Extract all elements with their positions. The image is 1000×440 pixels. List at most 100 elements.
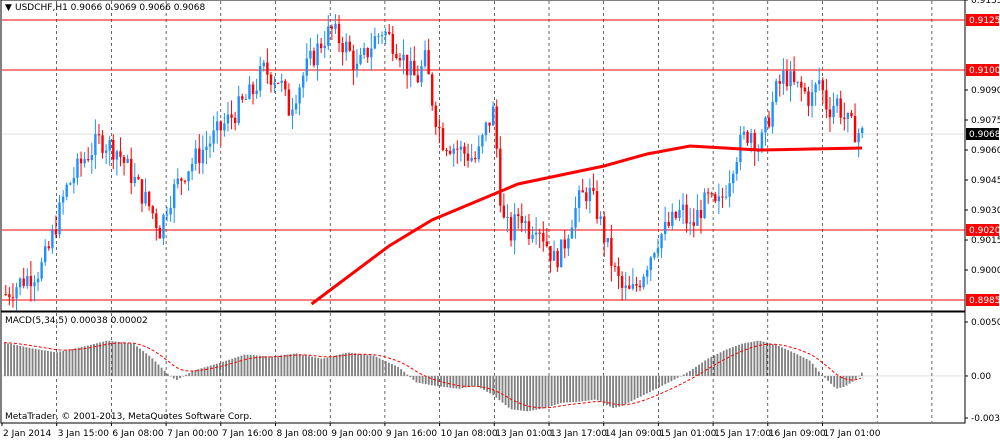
time-tick-label: 7 Jan 00:00: [167, 429, 219, 439]
candle-body: [180, 178, 183, 181]
macd-bar: [661, 375, 664, 386]
candle-body: [305, 58, 308, 76]
level-price-tag-label: 0.9100: [969, 66, 1000, 76]
macd-bar: [369, 355, 372, 376]
macd-axis: 0.00503 0.00 -0.00392: [965, 318, 1000, 424]
candle-body: [312, 50, 316, 66]
macd-bar: [529, 375, 532, 411]
macd-bar: [22, 346, 25, 376]
macd-bar: [559, 375, 562, 404]
candle-body: [388, 31, 391, 34]
candle-body: [294, 103, 298, 110]
candle-body: [352, 50, 355, 71]
candle-body: [721, 196, 724, 198]
chart-dropdown-icon[interactable]: ▼: [5, 3, 12, 13]
candle-body: [646, 270, 649, 277]
candle-body: [785, 70, 789, 87]
macd-bar: [698, 364, 700, 376]
candle-body: [620, 276, 624, 288]
macd-bar: [507, 375, 510, 408]
macd-bar: [688, 370, 691, 376]
macd-bar: [768, 343, 771, 376]
candle-body: [760, 132, 764, 151]
time-tick-label: 14 Jan 09:00: [605, 429, 662, 439]
candle-body: [384, 31, 387, 36]
macd-bar: [7, 343, 9, 376]
macd-bar: [123, 342, 126, 376]
macd-bar: [609, 375, 611, 407]
macd-bar: [246, 354, 249, 376]
macd-bar: [759, 340, 762, 376]
macd-bar: [47, 350, 49, 376]
macd-histogram: [2, 340, 965, 412]
candle-body: [173, 184, 176, 209]
candle-body: [398, 57, 402, 61]
level-price-tag: [966, 294, 999, 306]
candle-body: [513, 214, 516, 241]
macd-bar: [443, 375, 446, 387]
candle-body: [456, 148, 459, 150]
candle-body: [470, 157, 473, 161]
macd-bar: [492, 375, 495, 396]
level-price-tag-label: 0.9125: [969, 16, 1000, 26]
macd-bar: [612, 375, 614, 408]
macd-bar: [102, 341, 105, 376]
macd-bar: [827, 375, 829, 381]
candle-body: [749, 133, 753, 143]
candle-body: [542, 232, 545, 242]
macd-bar: [833, 375, 836, 387]
macd-bar: [335, 355, 338, 376]
macd-bar: [467, 375, 470, 388]
candle-body: [251, 84, 255, 94]
macd-bar: [283, 354, 286, 376]
macd-bar: [842, 375, 845, 388]
macd-bar: [357, 353, 360, 376]
candle-body: [746, 131, 749, 143]
macd-bar: [10, 343, 12, 376]
macd-bar: [627, 375, 630, 403]
candle-body: [348, 41, 351, 51]
candle-body: [821, 80, 824, 91]
macd-bar: [320, 358, 323, 376]
candle-body: [728, 183, 731, 197]
candle-body: [380, 35, 384, 37]
macd-bar: [771, 344, 774, 376]
price-tick-label: 0.9135: [971, 0, 1000, 6]
macd-bar: [501, 375, 504, 403]
candle-body: [205, 146, 208, 150]
candlestick-series: [4, 14, 864, 311]
macd-bar: [323, 358, 326, 376]
macd-bar: [523, 375, 525, 411]
macd-bar: [200, 368, 203, 376]
macd-bar: [707, 358, 710, 376]
candle-body: [517, 214, 520, 217]
candle-body: [445, 150, 448, 152]
macd-bar: [105, 340, 108, 376]
candle-body: [237, 96, 240, 123]
candle-body: [724, 196, 728, 198]
candle-body: [628, 285, 631, 289]
macd-bar: [329, 356, 332, 376]
macd-bar: [139, 348, 141, 376]
candle-body: [176, 178, 179, 185]
macd-bar: [209, 365, 212, 376]
macd-bar: [510, 375, 513, 410]
macd-bar: [738, 344, 740, 376]
macd-bar: [590, 375, 593, 401]
candle-body: [126, 158, 129, 163]
macd-bar: [731, 347, 734, 376]
macd-bar: [722, 350, 725, 376]
macd-bar: [197, 369, 200, 376]
candle-body: [717, 196, 721, 202]
candle-body: [112, 139, 115, 160]
candle-body: [839, 98, 842, 118]
candle-body: [706, 192, 710, 194]
candle-body: [219, 121, 222, 131]
macd-bar: [796, 354, 799, 376]
candle-body: [775, 81, 778, 102]
candle-body: [233, 117, 237, 123]
macd-bar: [99, 342, 102, 376]
macd-bar: [857, 375, 860, 377]
macd-bar: [516, 375, 519, 411]
